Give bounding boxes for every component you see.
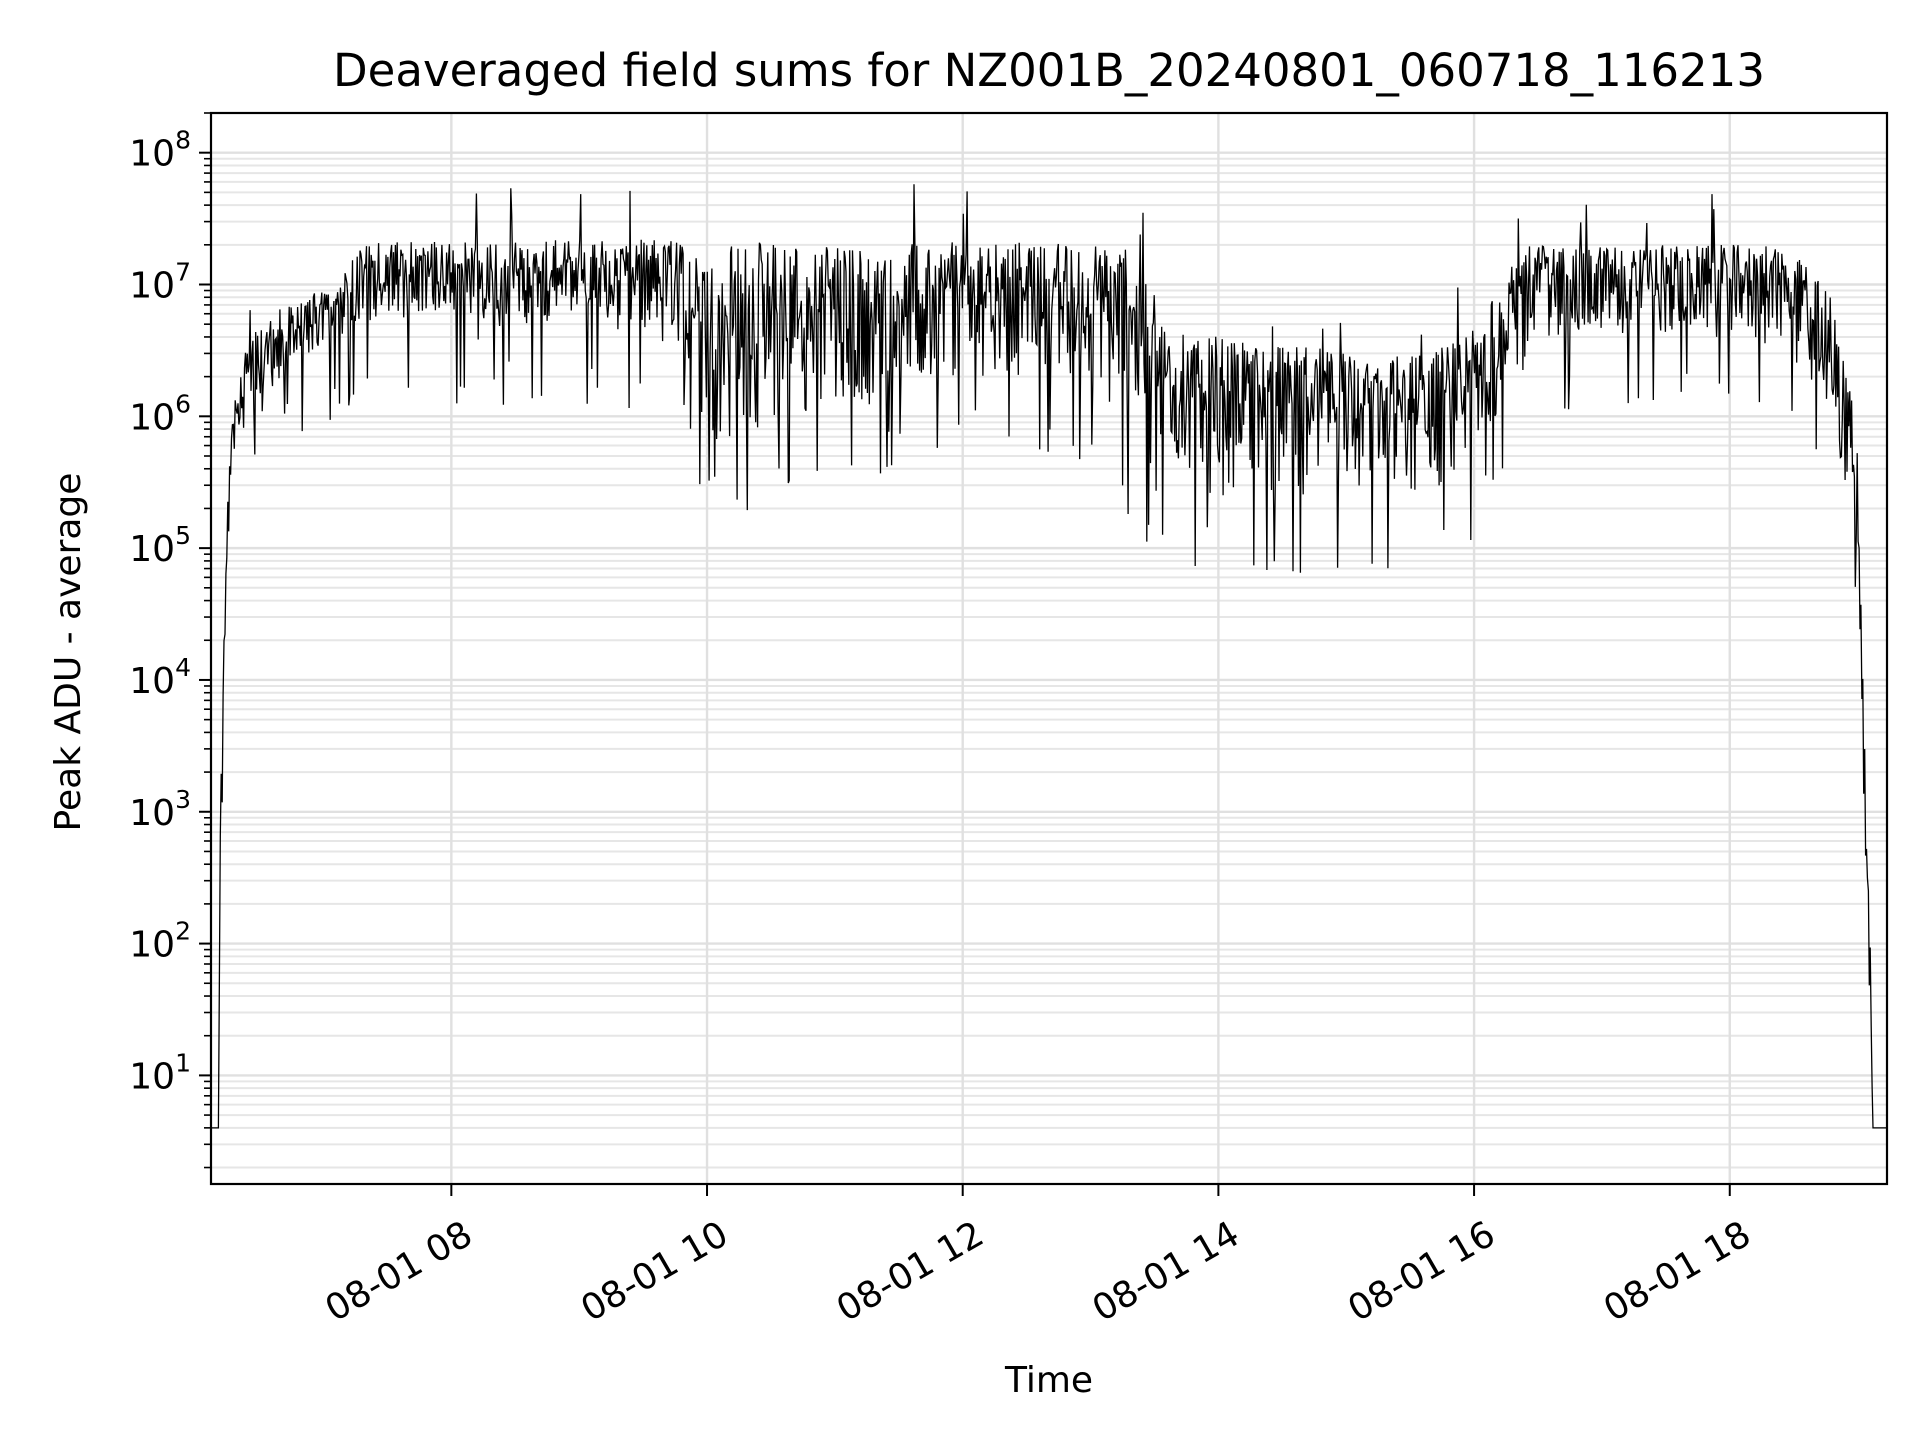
y-axis-label: Peak ADU - average xyxy=(48,473,89,832)
series-layer xyxy=(211,184,1887,1129)
x-axis-label: Time xyxy=(1004,1360,1093,1401)
y-tick-label: 102 xyxy=(129,917,191,966)
y-tick-label: 101 xyxy=(129,1048,191,1097)
y-tick-label: 105 xyxy=(129,521,191,570)
data-series-line xyxy=(211,184,1887,1129)
y-tick-label: 108 xyxy=(129,126,191,175)
y-tick-label: 107 xyxy=(129,257,191,306)
y-tick-label: 104 xyxy=(129,653,191,702)
chart-title: Deaveraged field sums for NZ001B_2024080… xyxy=(333,44,1765,97)
y-tick-label: 103 xyxy=(129,785,191,834)
axes xyxy=(209,111,1889,1186)
plot-frame xyxy=(209,111,1889,1186)
y-tick-label: 106 xyxy=(129,389,191,438)
